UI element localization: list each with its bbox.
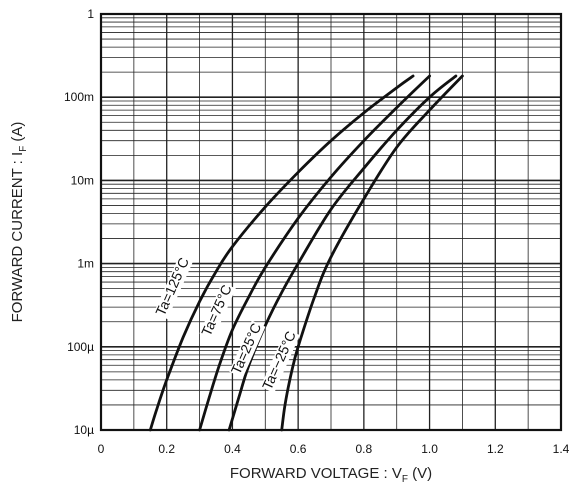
curves [148, 74, 464, 432]
curve-label: Ta=−25°C [259, 329, 299, 393]
x-tick-label: 1.0 [421, 442, 438, 456]
series-line-2 [198, 74, 431, 432]
x-axis-label-sub: F [402, 474, 408, 484]
plot-frame [99, 12, 563, 432]
y-tick-label: 100µ [67, 340, 94, 354]
x-tick-labels: 0 0.2 0.4 0.6 0.8 1.0 1.2 1.4 [98, 442, 570, 456]
curve-label-bg [229, 320, 266, 378]
y-tick-label: 10µ [74, 423, 94, 437]
series-line-1 [148, 74, 415, 432]
y-axis-label-main: FORWARD CURRENT : I [9, 152, 26, 323]
x-axis-label-unit: (V) [408, 465, 432, 482]
x-tick-label: 0.2 [158, 442, 175, 456]
x-tick-label: 0.8 [356, 442, 373, 456]
y-tick-label: 1m [77, 257, 94, 271]
curve-label: Ta=75°C [198, 282, 235, 338]
curve-label-group: Ta=75°C [198, 282, 236, 340]
y-tick-label: 1 [87, 7, 94, 21]
x-tick-label: 1.4 [553, 442, 570, 456]
x-tick-label: 0.6 [290, 442, 307, 456]
x-axis-label-main: FORWARD VOLTAGE : V [230, 465, 402, 482]
x-axis-label: FORWARD VOLTAGE : VF (V) [230, 465, 432, 484]
grid [101, 14, 561, 430]
y-tick-label: 100m [64, 90, 94, 104]
curve-label-bg [199, 282, 236, 340]
y-axis-label-unit: (A) [9, 122, 26, 146]
y-tick-label: 10m [71, 173, 94, 187]
curve-label-bg [260, 329, 300, 393]
x-tick-label: 0 [98, 442, 105, 456]
curve-label-bg [153, 255, 194, 320]
y-axis-label: FORWARD CURRENT : IF (A) [9, 122, 29, 323]
series-line-3 [227, 74, 458, 432]
y-tick-labels: 10µ 100µ 1m 10m 100m 1 [64, 7, 94, 437]
x-tick-label: 0.4 [224, 442, 241, 456]
x-tick-label: 1.2 [487, 442, 504, 456]
series-line-4 [280, 74, 464, 432]
y-axis-label-sub: F [18, 146, 29, 152]
